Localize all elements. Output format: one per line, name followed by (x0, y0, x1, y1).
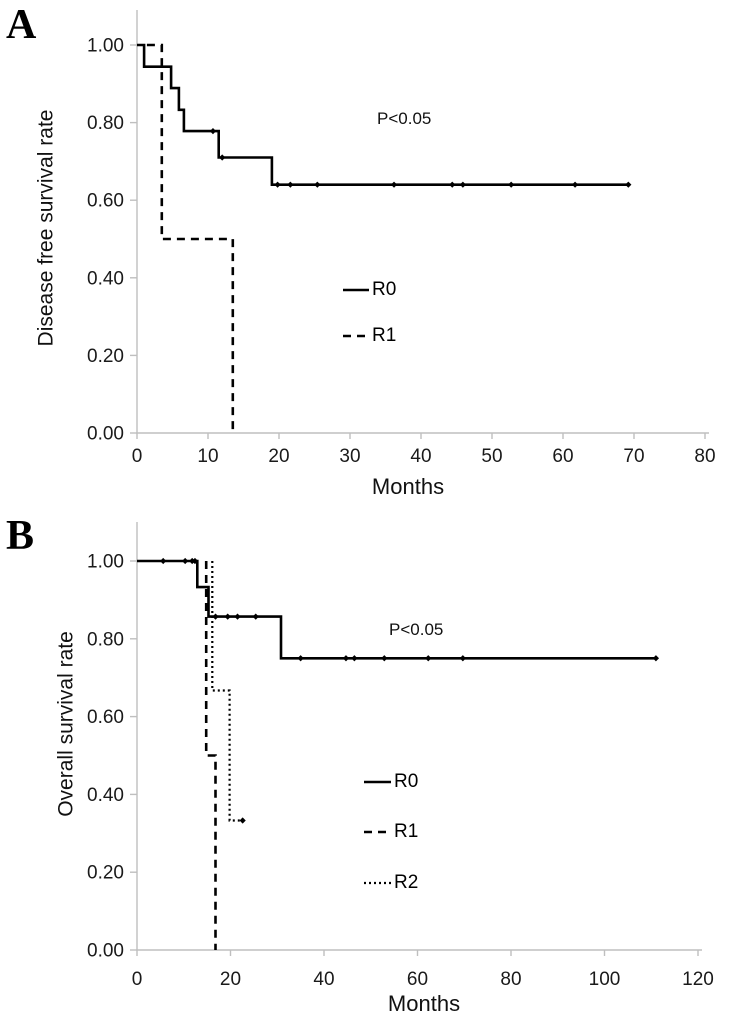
panel-a-censor-mark-r0 (459, 181, 466, 188)
panel-a-label: A (6, 2, 37, 48)
panel-b-x-tick-label: 60 (407, 969, 428, 990)
panel-a-p-value: P<0.05 (377, 109, 432, 128)
panel-a-censor-mark-r0 (209, 128, 217, 135)
panel-a-legend-label-r1: R1 (372, 325, 397, 347)
panel-b-censor-mark-r0 (381, 655, 388, 662)
panel-a-y-tick-label: 0.80 (87, 113, 124, 134)
panel-b-censor-mark-r0 (191, 557, 199, 565)
panel-b-censor-mark-r0 (182, 557, 189, 565)
panel-b-y-tick-label: 0.20 (87, 863, 124, 884)
panel-a-y-tick-label: 1.00 (87, 36, 124, 57)
panel-a-x-tick-label: 40 (410, 446, 431, 467)
panel-a-x-tick-label: 20 (268, 446, 289, 467)
panel-a-y-tick-label: 0.20 (87, 346, 124, 367)
panel-b-x-tick-label: 100 (589, 969, 621, 990)
panel-a-censor-mark-r0 (287, 181, 294, 188)
panel-b-censor-mark-r0 (425, 655, 432, 662)
panel-b-legend-label-r0: R0 (394, 771, 419, 793)
panel-b-y-tick-label: 1.00 (87, 552, 124, 573)
panel-a-x-tick-label: 30 (339, 446, 360, 467)
panel-b-x-tick-label: 120 (682, 969, 714, 990)
panel-a-censor-mark-r0 (219, 154, 226, 161)
panel-a-censor-mark-r0 (625, 181, 632, 188)
panel-a-x-tick-label: 80 (694, 446, 715, 467)
panel-a-censor-mark-r0 (571, 181, 579, 188)
panel-b-y-tick-label: 0.60 (87, 707, 124, 728)
panel-a-x-axis-title: Months (371, 474, 445, 499)
panel-a-x-tick-label: 10 (197, 446, 218, 467)
panel-b-censor-mark-r0 (234, 613, 241, 620)
panel-a-legend-label-r0: R0 (372, 279, 397, 301)
panel-b-label: B (6, 513, 35, 559)
panel-b-censor-mark-r2 (239, 817, 246, 824)
panel-b-legend-label-r2: R2 (394, 872, 419, 894)
panel-b-censor-mark-r0 (252, 613, 259, 620)
panel-b-x-tick-label: 40 (313, 969, 334, 990)
panel-b-censor-mark-r0 (212, 613, 219, 620)
panel-b-curve-r1 (204, 561, 217, 950)
panel-b-p-value: P<0.05 (389, 620, 444, 639)
panel-a-censor-mark-r0 (314, 181, 321, 188)
panel-b-censor-mark-r0 (297, 655, 304, 662)
panel-b-censor-mark-r0 (342, 655, 350, 662)
panel-b-y-tick-label: 0.40 (87, 785, 124, 806)
panel-a-y-axis-title: Disease free survival rate (34, 109, 58, 347)
panel-b-curve-r0 (137, 559, 656, 660)
panel-b-curve-r2 (211, 561, 243, 822)
panel-a-y-tick-label: 0.40 (87, 268, 124, 289)
panel-a-censor-mark-r0 (508, 181, 515, 188)
panel-b-censor-mark-r0 (459, 655, 466, 662)
panel-b-censor-mark-r0 (160, 557, 167, 565)
panel-b-censor-mark-r0 (224, 613, 231, 620)
panel-a-curve-r1 (146, 43, 235, 433)
panel-b-x-tick-label: 80 (500, 969, 521, 990)
panel-b-x-axis-title: Months (387, 991, 461, 1016)
panel-a-x-tick-label: 50 (481, 446, 502, 467)
panel-a-x-tick-label: 70 (623, 446, 644, 467)
panel-b-legend-label-r1: R1 (394, 821, 419, 843)
panel-a-censor-mark-r0 (390, 181, 398, 188)
panel-a-x-tick-label: 0 (132, 446, 143, 467)
panel-a-y-tick-label: 0.60 (87, 191, 124, 212)
panel-a-x-tick-label: 60 (552, 446, 573, 467)
panel-a-censor-mark-r0 (274, 181, 281, 188)
panel-a-y-tick-label: 0.00 (87, 424, 124, 445)
panel-a-curve-r0 (137, 43, 629, 186)
panel-b-x-tick-label: 0 (132, 969, 143, 990)
panel-a-censor-mark-r0 (449, 181, 456, 188)
panel-b-censor-mark-r0 (351, 655, 358, 662)
panel-b-x-tick-label: 20 (220, 969, 241, 990)
panel-b-y-tick-label: 0.00 (87, 941, 124, 962)
panel-b-y-tick-label: 0.80 (87, 629, 124, 650)
panel-b-censor-mark-r0 (652, 655, 660, 662)
panel-b-y-axis-title: Overall survival rate (54, 631, 78, 817)
